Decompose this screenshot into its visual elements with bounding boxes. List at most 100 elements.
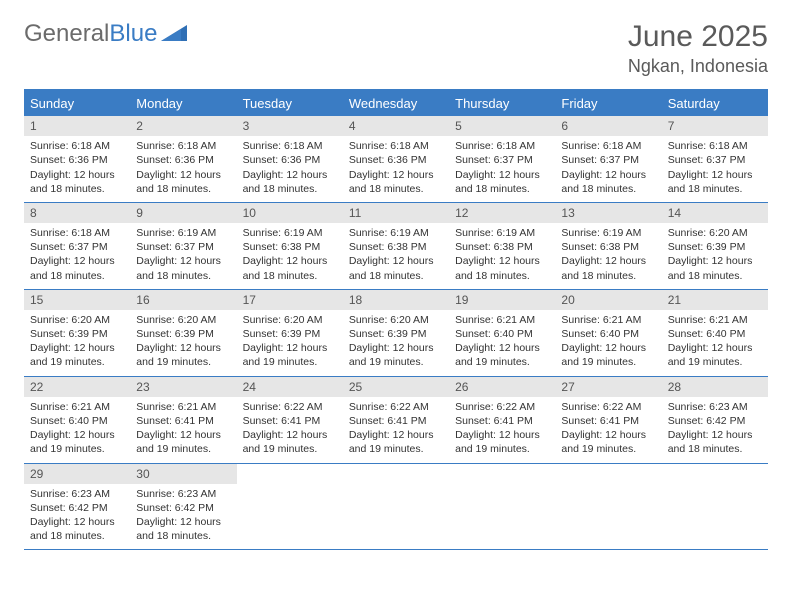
daylight-line: Daylight: 12 hours and 18 minutes.: [561, 254, 655, 282]
day-body: Sunrise: 6:20 AMSunset: 6:39 PMDaylight:…: [130, 310, 236, 376]
day-cell: 8Sunrise: 6:18 AMSunset: 6:37 PMDaylight…: [24, 203, 130, 289]
dayname-saturday: Saturday: [662, 91, 768, 116]
sunset-line: Sunset: 6:41 PM: [243, 414, 337, 428]
day-number: 25: [343, 377, 449, 397]
day-cell: 28Sunrise: 6:23 AMSunset: 6:42 PMDayligh…: [662, 377, 768, 463]
day-number: 13: [555, 203, 661, 223]
daylight-line: Daylight: 12 hours and 18 minutes.: [136, 254, 230, 282]
day-cell: 25Sunrise: 6:22 AMSunset: 6:41 PMDayligh…: [343, 377, 449, 463]
logo-triangle-icon: [161, 20, 187, 48]
daylight-line: Daylight: 12 hours and 18 minutes.: [561, 168, 655, 196]
dayname-tuesday: Tuesday: [237, 91, 343, 116]
daylight-line: Daylight: 12 hours and 19 minutes.: [243, 428, 337, 456]
day-body: Sunrise: 6:20 AMSunset: 6:39 PMDaylight:…: [343, 310, 449, 376]
sunset-line: Sunset: 6:38 PM: [243, 240, 337, 254]
sunrise-line: Sunrise: 6:18 AM: [243, 139, 337, 153]
day-cell: .: [343, 464, 449, 550]
sunset-line: Sunset: 6:37 PM: [136, 240, 230, 254]
daylight-line: Daylight: 12 hours and 18 minutes.: [136, 515, 230, 543]
day-body: Sunrise: 6:18 AMSunset: 6:36 PMDaylight:…: [24, 136, 130, 202]
sunrise-line: Sunrise: 6:22 AM: [243, 400, 337, 414]
sunset-line: Sunset: 6:40 PM: [30, 414, 124, 428]
daylight-line: Daylight: 12 hours and 18 minutes.: [455, 254, 549, 282]
sunrise-line: Sunrise: 6:21 AM: [668, 313, 762, 327]
day-cell: 9Sunrise: 6:19 AMSunset: 6:37 PMDaylight…: [130, 203, 236, 289]
sunrise-line: Sunrise: 6:19 AM: [349, 226, 443, 240]
week-row: 8Sunrise: 6:18 AMSunset: 6:37 PMDaylight…: [24, 203, 768, 290]
sunset-line: Sunset: 6:39 PM: [30, 327, 124, 341]
calendar: Sunday Monday Tuesday Wednesday Thursday…: [24, 89, 768, 550]
day-body: Sunrise: 6:22 AMSunset: 6:41 PMDaylight:…: [343, 397, 449, 463]
day-cell: 12 Sunrise: 6:19 AMSunset: 6:38 PMDayligh…: [449, 203, 555, 289]
day-number: 20: [555, 290, 661, 310]
sunset-line: Sunset: 6:36 PM: [136, 153, 230, 167]
title-block: June 2025 Ngkan, Indonesia: [628, 20, 768, 77]
day-number: 4: [343, 116, 449, 136]
sunrise-line: Sunrise: 6:21 AM: [561, 313, 655, 327]
day-cell: 24Sunrise: 6:22 AMSunset: 6:41 PMDayligh…: [237, 377, 343, 463]
day-cell: 3Sunrise: 6:18 AMSunset: 6:36 PMDaylight…: [237, 116, 343, 202]
sunset-line: Sunset: 6:36 PM: [30, 153, 124, 167]
day-number: 6: [555, 116, 661, 136]
day-cell: 21Sunrise: 6:21 AMSunset: 6:40 PMDayligh…: [662, 290, 768, 376]
sunrise-line: Sunrise: 6:19 AM: [455, 226, 549, 240]
daylight-line: Daylight: 12 hours and 19 minutes.: [243, 341, 337, 369]
sunrise-line: Sunrise: 6:18 AM: [349, 139, 443, 153]
header: GeneralBlue June 2025 Ngkan, Indonesia: [24, 20, 768, 77]
sunset-line: Sunset: 6:38 PM: [455, 240, 549, 254]
day-number: 7: [662, 116, 768, 136]
sunset-line: Sunset: 6:37 PM: [455, 153, 549, 167]
dayname-friday: Friday: [555, 91, 661, 116]
day-number: 12: [449, 203, 555, 223]
sunrise-line: Sunrise: 6:18 AM: [668, 139, 762, 153]
sunrise-line: Sunrise: 6:21 AM: [30, 400, 124, 414]
daylight-line: Daylight: 12 hours and 19 minutes.: [136, 428, 230, 456]
daylight-line: Daylight: 12 hours and 18 minutes.: [30, 168, 124, 196]
weeks-container: 1Sunrise: 6:18 AMSunset: 6:36 PMDaylight…: [24, 116, 768, 550]
logo-text-blue: Blue: [109, 20, 157, 48]
daylight-line: Daylight: 12 hours and 18 minutes.: [349, 168, 443, 196]
daylight-line: Daylight: 12 hours and 19 minutes.: [349, 428, 443, 456]
day-cell: 27Sunrise: 6:22 AMSunset: 6:41 PMDayligh…: [555, 377, 661, 463]
day-body: Sunrise: 6:19 AMSunset: 6:38 PMDaylight:…: [343, 223, 449, 289]
location: Ngkan, Indonesia: [628, 56, 768, 77]
day-number: 24: [237, 377, 343, 397]
day-number: 10: [237, 203, 343, 223]
day-body: Sunrise: 6:23 AMSunset: 6:42 PMDaylight:…: [24, 484, 130, 550]
sunset-line: Sunset: 6:39 PM: [243, 327, 337, 341]
week-row: 1Sunrise: 6:18 AMSunset: 6:36 PMDaylight…: [24, 116, 768, 203]
daylight-line: Daylight: 12 hours and 19 minutes.: [455, 341, 549, 369]
logo-text-general: General: [24, 20, 109, 48]
sunset-line: Sunset: 6:42 PM: [668, 414, 762, 428]
daylight-line: Daylight: 12 hours and 18 minutes.: [136, 168, 230, 196]
sunset-line: Sunset: 6:40 PM: [561, 327, 655, 341]
day-number: 3: [237, 116, 343, 136]
daylight-line: Daylight: 12 hours and 18 minutes.: [668, 168, 762, 196]
sunset-line: Sunset: 6:41 PM: [136, 414, 230, 428]
day-cell: 11Sunrise: 6:19 AMSunset: 6:38 PMDayligh…: [343, 203, 449, 289]
sunset-line: Sunset: 6:40 PM: [455, 327, 549, 341]
sunset-line: Sunset: 6:42 PM: [30, 501, 124, 515]
day-body: Sunrise: 6:22 AMSunset: 6:41 PMDaylight:…: [237, 397, 343, 463]
sunset-line: Sunset: 6:41 PM: [455, 414, 549, 428]
sunset-line: Sunset: 6:39 PM: [668, 240, 762, 254]
sunrise-line: Sunrise: 6:19 AM: [561, 226, 655, 240]
dayname-monday: Monday: [130, 91, 236, 116]
week-row: 15Sunrise: 6:20 AMSunset: 6:39 PMDayligh…: [24, 290, 768, 377]
sunrise-line: Sunrise: 6:20 AM: [30, 313, 124, 327]
day-cell: .: [555, 464, 661, 550]
daylight-line: Daylight: 12 hours and 19 minutes.: [30, 341, 124, 369]
sunrise-line: Sunrise: 6:22 AM: [455, 400, 549, 414]
sunset-line: Sunset: 6:42 PM: [136, 501, 230, 515]
sunset-line: Sunset: 6:37 PM: [30, 240, 124, 254]
day-cell: 5Sunrise: 6:18 AMSunset: 6:37 PMDaylight…: [449, 116, 555, 202]
day-cell: .: [237, 464, 343, 550]
sunrise-line: Sunrise: 6:19 AM: [136, 226, 230, 240]
sunset-line: Sunset: 6:37 PM: [561, 153, 655, 167]
daylight-line: Daylight: 12 hours and 18 minutes.: [30, 254, 124, 282]
day-number: 14: [662, 203, 768, 223]
day-cell: 10Sunrise: 6:19 AMSunset: 6:38 PMDayligh…: [237, 203, 343, 289]
day-body: Sunrise: 6:20 AMSunset: 6:39 PMDaylight:…: [24, 310, 130, 376]
daylight-line: Daylight: 12 hours and 18 minutes.: [668, 254, 762, 282]
sunset-line: Sunset: 6:39 PM: [349, 327, 443, 341]
